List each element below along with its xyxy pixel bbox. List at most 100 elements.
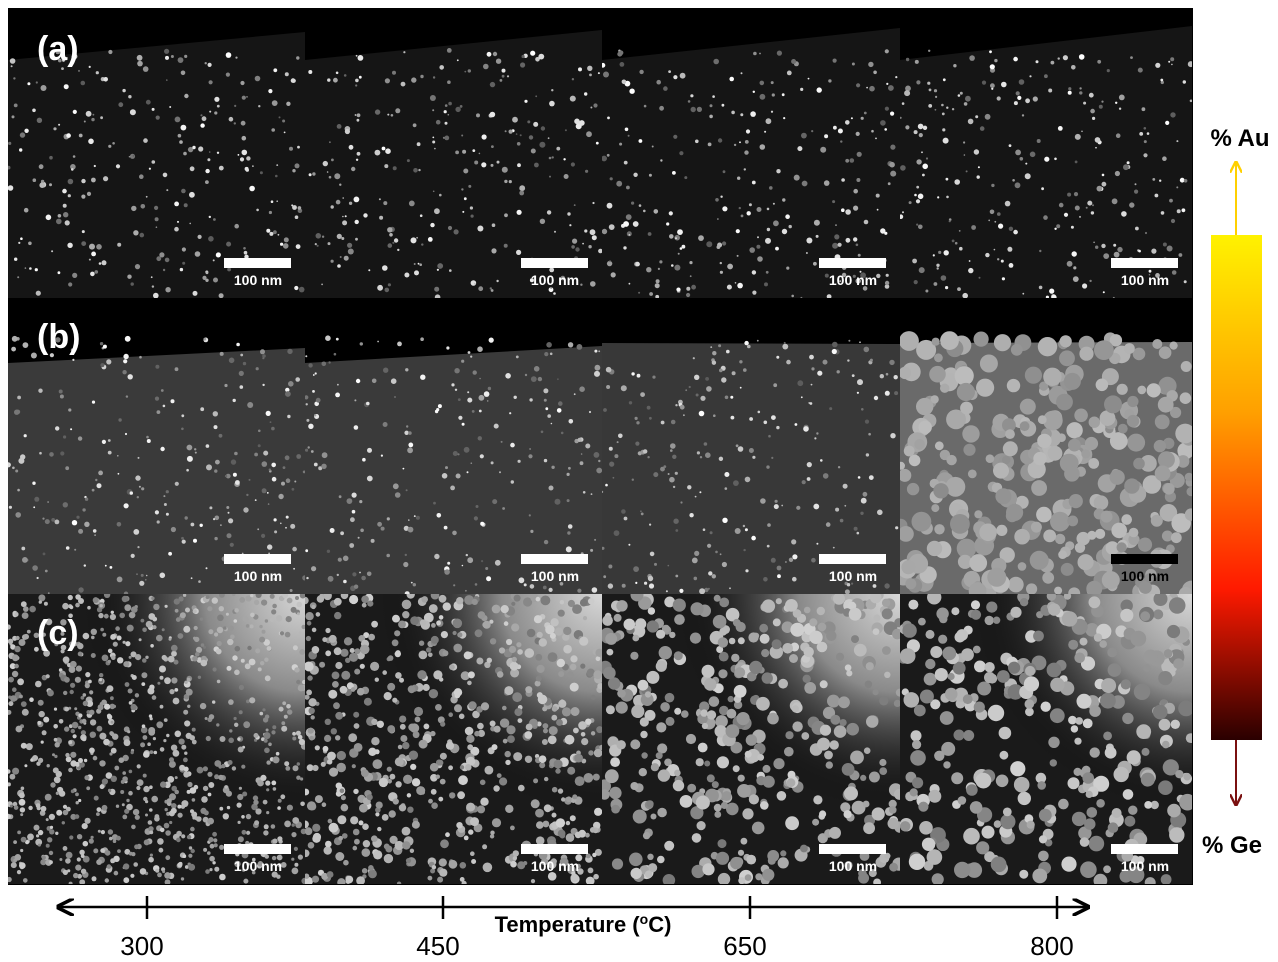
particle (160, 447, 164, 451)
particle (420, 619, 426, 625)
particle (48, 592, 50, 594)
particle (1168, 61, 1170, 63)
particle (186, 469, 189, 472)
particle (539, 762, 545, 768)
particle (933, 483, 948, 498)
particle (296, 680, 300, 684)
particle (174, 790, 179, 795)
particle (677, 229, 683, 235)
particle (12, 671, 18, 677)
particle (7, 877, 12, 882)
particle (868, 433, 871, 436)
particle (647, 406, 651, 410)
particle (646, 800, 653, 807)
particle (389, 233, 393, 237)
scale-bar (1111, 554, 1178, 564)
particle (714, 811, 721, 818)
particle (635, 618, 646, 629)
particle (721, 377, 726, 382)
particle (558, 610, 565, 617)
particle (146, 196, 148, 198)
particle (475, 583, 478, 586)
particle (866, 87, 868, 89)
particle (183, 710, 188, 715)
particle (358, 537, 360, 539)
particle (235, 480, 240, 485)
particle (293, 568, 295, 570)
particle (890, 145, 895, 150)
particle (570, 664, 577, 671)
particle (1000, 751, 1009, 760)
particle (219, 293, 224, 298)
particle (214, 632, 218, 636)
particle (37, 721, 41, 725)
particle (1147, 132, 1150, 135)
particle (24, 208, 29, 213)
particle (110, 634, 116, 640)
particle (192, 656, 198, 662)
particle (32, 565, 38, 571)
particle (851, 635, 859, 643)
particle (942, 128, 945, 131)
particle (1127, 415, 1139, 427)
particle (819, 810, 826, 817)
particle (708, 588, 710, 590)
particle (707, 774, 715, 782)
particle (539, 142, 545, 148)
particle (1143, 650, 1157, 664)
particle (760, 498, 766, 504)
particle (850, 158, 855, 163)
particle (453, 451, 458, 456)
particle (468, 351, 471, 354)
particle (723, 170, 726, 173)
particle (707, 544, 711, 548)
particle (570, 683, 579, 692)
particle (570, 874, 578, 882)
particle (1172, 270, 1177, 275)
particle (578, 438, 582, 442)
particle (555, 499, 561, 505)
particle (58, 271, 61, 274)
particle (733, 619, 741, 627)
particle (143, 797, 147, 801)
particle (202, 276, 206, 280)
particle (56, 792, 59, 795)
particle (286, 478, 291, 483)
particle (1155, 63, 1160, 68)
particle (78, 799, 81, 802)
particle (1075, 543, 1085, 553)
particle (71, 789, 75, 793)
particle (863, 822, 875, 834)
particle (1039, 835, 1047, 843)
particle (21, 837, 27, 843)
particle (1138, 250, 1141, 253)
particle (586, 131, 592, 137)
particle (1081, 131, 1083, 133)
particle (552, 706, 558, 712)
particle (403, 51, 405, 53)
particle (155, 217, 159, 221)
particle (919, 133, 923, 137)
micrograph: 100 nm (899, 590, 1196, 888)
particle (287, 349, 292, 354)
particle (674, 614, 685, 625)
particle (305, 355, 307, 357)
particle (24, 129, 28, 133)
particle (479, 410, 482, 413)
particle (480, 454, 484, 458)
particle (481, 702, 489, 710)
particle (904, 692, 920, 708)
particle (786, 267, 789, 270)
particle (429, 604, 438, 613)
particle (68, 282, 72, 286)
particle (155, 397, 159, 401)
particle (409, 201, 415, 207)
particle (14, 664, 19, 669)
particle (102, 440, 106, 444)
particle (46, 674, 50, 678)
particle (217, 680, 221, 684)
particle (1090, 747, 1100, 757)
particle (531, 149, 536, 154)
particle (83, 693, 87, 697)
particle (144, 839, 150, 845)
